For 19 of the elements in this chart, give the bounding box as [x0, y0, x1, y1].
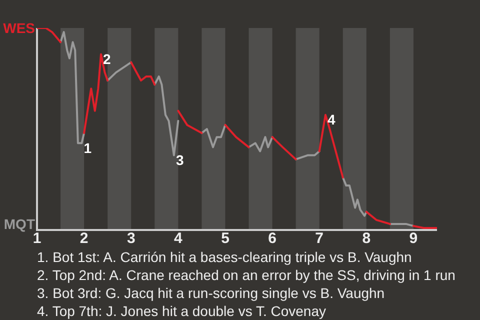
x-tick-label: 2 [80, 230, 88, 248]
annotation: 4 [327, 112, 336, 128]
text: MQT [4, 216, 36, 232]
annotation: 2 [103, 51, 111, 68]
x-tick-label: 4 [174, 230, 184, 248]
x-tick-label: 9 [409, 230, 418, 248]
x-tick-label: 3 [126, 230, 136, 248]
x-tick-label: 1 [32, 230, 42, 248]
annotation: 1 [84, 140, 92, 156]
x-tick-label: 6 [268, 230, 276, 248]
x-tick-label: 5 [221, 230, 230, 248]
text: 4. Top 7th: J. Jones hit a double vs T. Covenay [37, 302, 327, 320]
x-tick-label: 8 [362, 230, 371, 248]
text: 3. Bot 3rd: G. Jacq hit a run-scoring single vs B. Vaughn [37, 284, 386, 302]
text: 2. Top 2nd: A. Crane reached on an error by the SS, driving in 1 run [37, 266, 456, 284]
text: 1. Bot 1st: A. Carrión hit a bases-clearing triple vs B. Vaughn [37, 248, 413, 266]
series-label: WES [3, 20, 35, 36]
annotation: 3 [176, 152, 184, 168]
x-tick-label: 7 [315, 230, 324, 248]
